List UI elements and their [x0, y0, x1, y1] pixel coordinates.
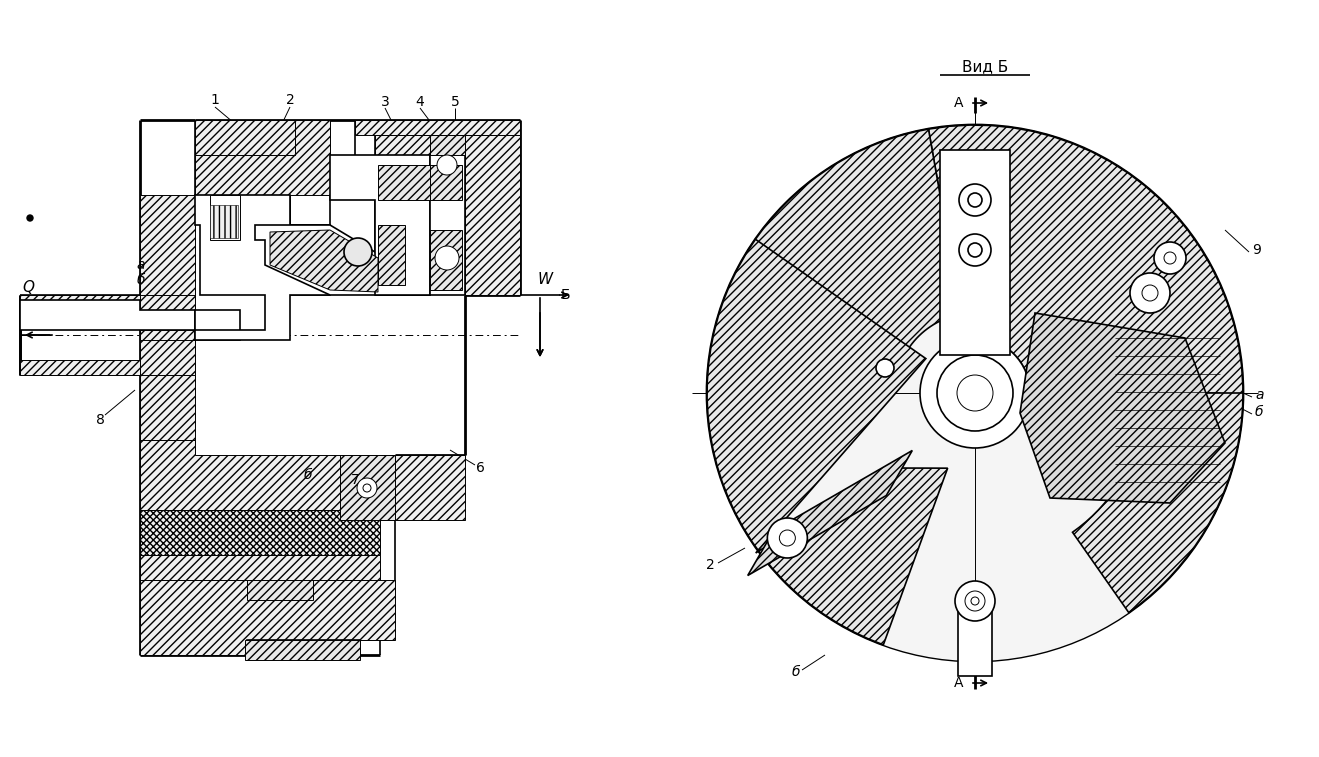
Polygon shape — [245, 640, 360, 660]
Polygon shape — [355, 120, 520, 135]
Circle shape — [437, 155, 456, 175]
Circle shape — [707, 125, 1242, 661]
Polygon shape — [195, 195, 330, 340]
Circle shape — [768, 518, 807, 558]
Polygon shape — [247, 580, 313, 600]
Circle shape — [936, 355, 1013, 431]
Polygon shape — [20, 300, 195, 330]
Circle shape — [966, 591, 985, 611]
Polygon shape — [255, 225, 380, 295]
Circle shape — [958, 375, 993, 411]
Text: б: б — [1254, 405, 1264, 419]
Circle shape — [435, 246, 459, 270]
Text: 6: 6 — [476, 461, 484, 475]
Circle shape — [1130, 273, 1170, 313]
Polygon shape — [210, 205, 237, 238]
Circle shape — [1142, 285, 1158, 301]
Polygon shape — [140, 295, 195, 330]
Circle shape — [357, 478, 377, 498]
Polygon shape — [195, 310, 240, 340]
Circle shape — [971, 597, 979, 605]
Polygon shape — [140, 440, 380, 510]
Circle shape — [919, 338, 1030, 448]
Polygon shape — [140, 580, 394, 655]
Polygon shape — [430, 165, 462, 200]
Circle shape — [780, 530, 795, 546]
Polygon shape — [929, 125, 1242, 527]
Text: 9: 9 — [1252, 243, 1261, 257]
Circle shape — [363, 484, 371, 492]
Text: 4: 4 — [415, 95, 425, 109]
Polygon shape — [210, 195, 240, 240]
Polygon shape — [340, 455, 394, 520]
Circle shape — [1154, 242, 1186, 274]
Polygon shape — [430, 135, 466, 155]
Circle shape — [968, 243, 983, 257]
Text: 1: 1 — [211, 93, 219, 107]
Polygon shape — [330, 155, 430, 295]
Text: 5: 5 — [451, 95, 459, 109]
Polygon shape — [375, 135, 520, 295]
Circle shape — [968, 193, 983, 207]
Text: 3: 3 — [381, 95, 389, 109]
Circle shape — [26, 215, 33, 221]
Circle shape — [707, 125, 1242, 661]
Polygon shape — [247, 640, 360, 655]
Text: А: А — [954, 96, 963, 110]
Polygon shape — [379, 225, 405, 285]
Text: Вид Б: Вид Б — [962, 60, 1008, 74]
Polygon shape — [140, 195, 195, 440]
Polygon shape — [270, 230, 379, 292]
Polygon shape — [20, 360, 140, 375]
Polygon shape — [1020, 313, 1225, 503]
Text: 2: 2 — [706, 558, 715, 572]
Polygon shape — [707, 239, 947, 645]
Circle shape — [959, 234, 991, 266]
Polygon shape — [743, 129, 962, 353]
Text: а: а — [1254, 388, 1264, 402]
Polygon shape — [430, 230, 462, 290]
Text: 2: 2 — [286, 93, 294, 107]
Polygon shape — [140, 555, 380, 580]
Polygon shape — [140, 340, 195, 375]
Polygon shape — [195, 120, 295, 155]
Polygon shape — [940, 150, 1010, 355]
Polygon shape — [131, 115, 525, 665]
Circle shape — [955, 581, 995, 621]
Polygon shape — [430, 155, 466, 295]
Text: 7: 7 — [351, 473, 359, 487]
Text: А: А — [954, 676, 963, 690]
Polygon shape — [20, 295, 140, 310]
Polygon shape — [195, 120, 330, 225]
Text: б: б — [303, 468, 313, 482]
Circle shape — [344, 238, 372, 266]
Circle shape — [1163, 252, 1177, 264]
Text: W: W — [537, 273, 553, 288]
Circle shape — [959, 184, 991, 216]
Polygon shape — [380, 455, 466, 520]
Text: б: б — [791, 665, 801, 679]
Text: б: б — [136, 273, 145, 287]
Polygon shape — [748, 450, 913, 575]
Polygon shape — [379, 165, 430, 200]
Circle shape — [876, 359, 894, 377]
Text: Б: Б — [561, 288, 570, 302]
Text: а: а — [136, 258, 145, 272]
Polygon shape — [1072, 393, 1242, 612]
Text: 8: 8 — [95, 413, 104, 427]
Polygon shape — [140, 510, 380, 555]
Polygon shape — [958, 601, 992, 676]
Text: Q: Q — [22, 281, 34, 295]
